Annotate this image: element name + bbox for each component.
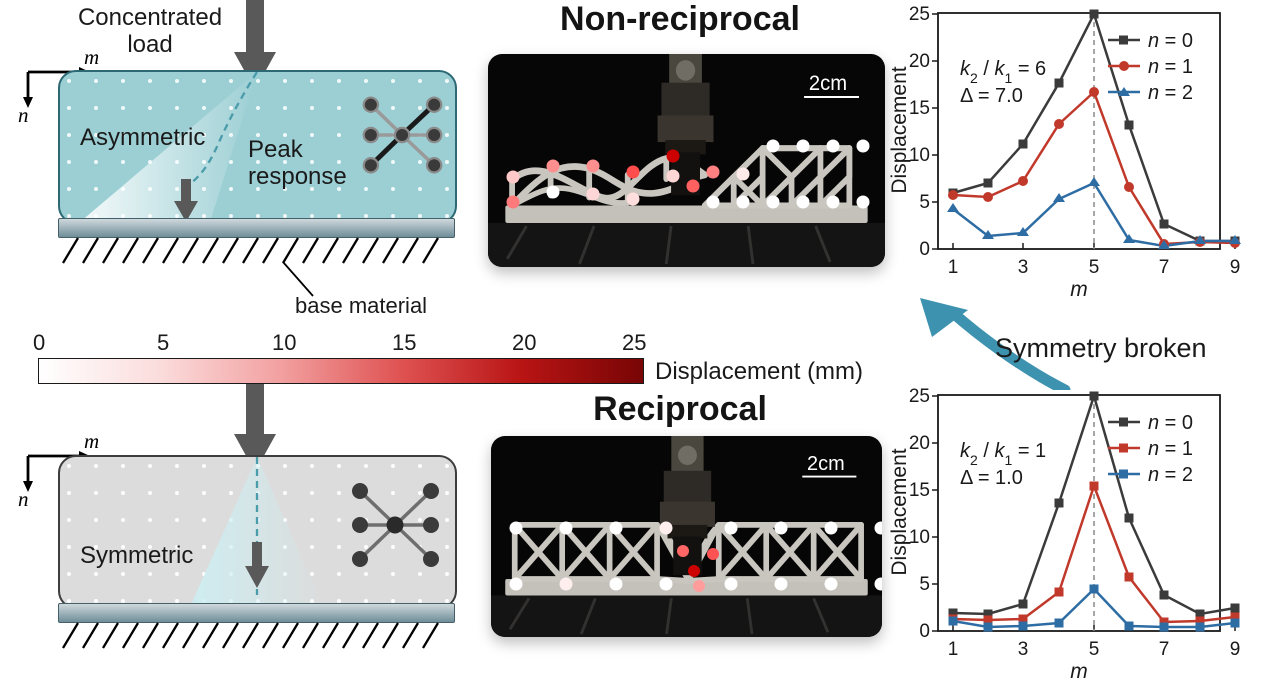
svg-text:15: 15 [909,98,930,119]
svg-text:0: 0 [919,621,930,642]
svg-text:Displacement: Displacement [888,448,911,575]
svg-text:n = 2: n = 2 [1148,82,1193,104]
svg-text:Displacement: Displacement [888,66,911,193]
svg-text:3: 3 [1018,639,1029,660]
svg-text:7: 7 [1159,257,1170,278]
svg-text:10: 10 [909,145,930,166]
svg-text:25: 25 [909,386,930,407]
svg-text:3: 3 [1018,257,1029,278]
svg-text:10: 10 [909,527,930,548]
svg-text:5: 5 [1089,257,1100,278]
svg-text:25: 25 [909,4,930,25]
svg-text:7: 7 [1159,639,1170,660]
svg-text:n = 1: n = 1 [1148,438,1193,460]
svg-text:k2 / k1 = 6: k2 / k1 = 6 [960,58,1046,86]
svg-text:n = 1: n = 1 [1148,56,1193,78]
svg-text:Δ = 7.0: Δ = 7.0 [960,85,1023,107]
svg-text:5: 5 [919,192,930,213]
svg-text:m: m [1070,660,1088,682]
svg-text:9: 9 [1230,257,1241,278]
svg-text:5: 5 [1089,639,1100,660]
svg-text:9: 9 [1230,639,1241,660]
svg-text:n = 0: n = 0 [1148,412,1193,434]
svg-text:n = 2: n = 2 [1148,464,1193,486]
svg-text:15: 15 [909,480,930,501]
svg-text:1: 1 [948,257,959,278]
svg-text:0: 0 [919,239,930,260]
svg-text:k2 / k1 = 1: k2 / k1 = 1 [960,440,1046,468]
svg-text:20: 20 [909,433,930,454]
svg-text:1: 1 [948,639,959,660]
svg-text:Δ = 1.0: Δ = 1.0 [960,467,1023,489]
svg-text:20: 20 [909,51,930,72]
svg-text:5: 5 [919,574,930,595]
svg-text:n = 0: n = 0 [1148,30,1193,52]
